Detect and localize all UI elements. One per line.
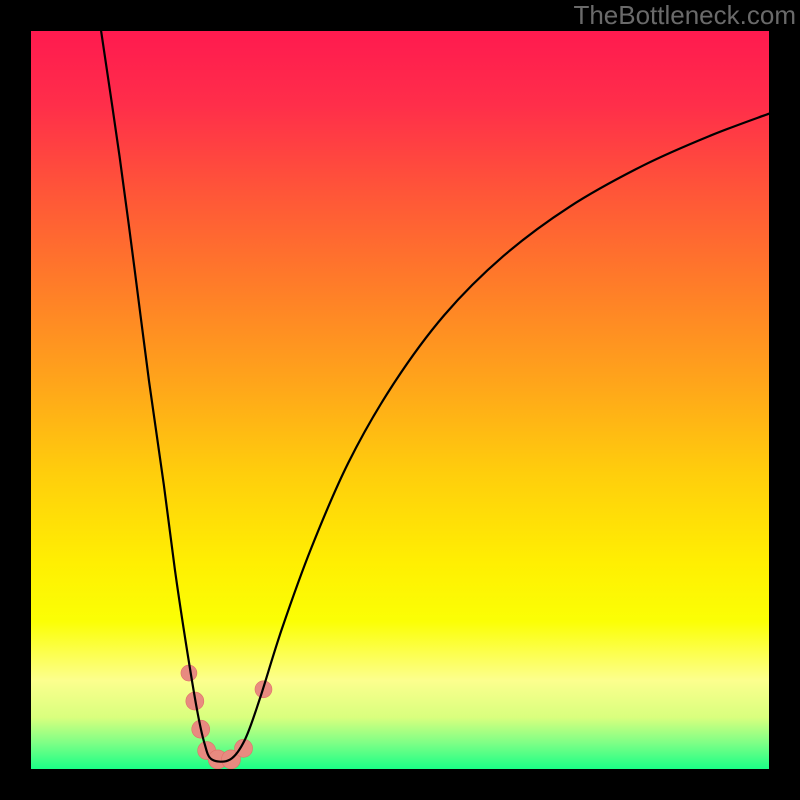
watermark-label: TheBottleneck.com	[0, 0, 800, 31]
plot-area	[31, 31, 769, 769]
gradient-background	[31, 31, 769, 769]
chart-svg	[31, 31, 769, 769]
